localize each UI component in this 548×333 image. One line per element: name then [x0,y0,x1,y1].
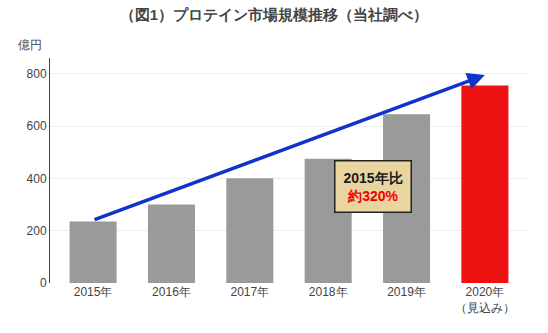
svg-text:2017年: 2017年 [230,285,269,299]
svg-text:2019年: 2019年 [387,285,426,299]
svg-text:800: 800 [27,67,47,81]
svg-text:600: 600 [27,119,47,133]
svg-text:400: 400 [27,172,47,186]
svg-text:200: 200 [27,224,47,238]
svg-text:2020年（見込み）: 2020年（見込み） [455,285,515,315]
svg-text:2015年比約320%: 2015年比約320% [344,170,403,204]
svg-text:2016年: 2016年 [152,285,191,299]
svg-text:0: 0 [40,276,47,290]
svg-text:（図1）プロテイン市場規模推移（当社調べ）: （図1）プロテイン市場規模推移（当社調べ） [120,6,428,23]
svg-text:億円: 億円 [18,38,42,52]
svg-text:2018年: 2018年 [309,285,348,299]
svg-text:2015年: 2015年 [74,285,113,299]
